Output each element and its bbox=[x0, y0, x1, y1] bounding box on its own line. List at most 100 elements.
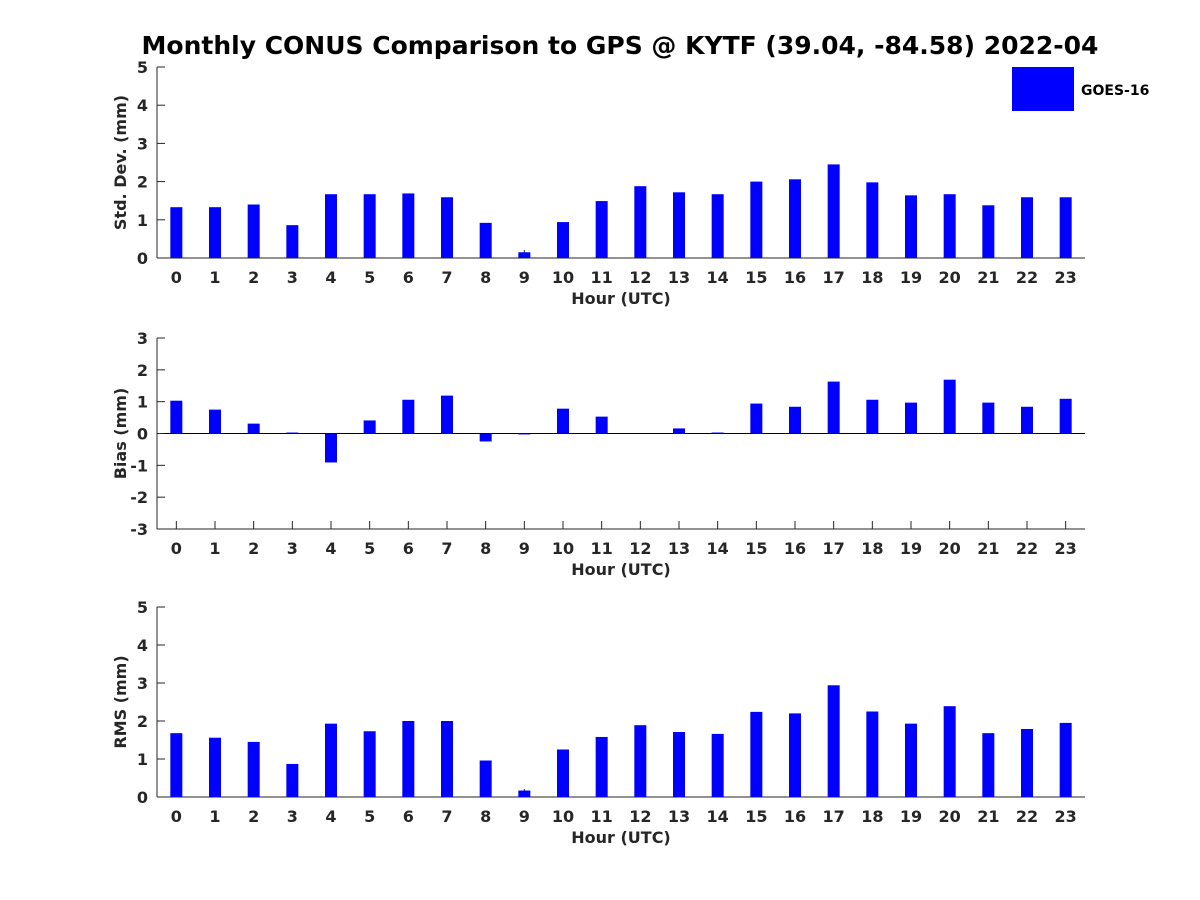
bar-hour-12 bbox=[634, 186, 647, 258]
y-tick-label: 3 bbox=[137, 329, 148, 348]
x-tick-label: 12 bbox=[629, 268, 651, 287]
bar-hour-9 bbox=[518, 790, 531, 797]
x-tick-label: 21 bbox=[977, 539, 999, 558]
x-tick-label: 4 bbox=[325, 807, 336, 826]
bar-hour-19 bbox=[905, 723, 917, 797]
x-tick-label: 8 bbox=[480, 807, 491, 826]
x-tick-label: 7 bbox=[441, 268, 452, 287]
x-tick-label: 6 bbox=[403, 539, 414, 558]
bar-hour-18 bbox=[866, 399, 879, 434]
bar-hour-14 bbox=[711, 733, 724, 797]
bar-hour-17 bbox=[827, 164, 840, 258]
bar-hour-1 bbox=[209, 207, 221, 258]
bar-hour-4 bbox=[325, 433, 337, 463]
bar-hour-0 bbox=[170, 207, 183, 258]
bar-hour-15 bbox=[750, 181, 763, 258]
x-tick-label: 2 bbox=[248, 539, 259, 558]
x-tick-label: 20 bbox=[939, 268, 961, 287]
bar-hour-1 bbox=[209, 409, 221, 434]
bar-hour-7 bbox=[441, 721, 453, 797]
x-tick-label: 1 bbox=[209, 268, 220, 287]
x-tick-label: 6 bbox=[403, 807, 414, 826]
x-tick-label: 22 bbox=[1016, 268, 1038, 287]
x-tick-label: 1 bbox=[209, 807, 220, 826]
y-axis-label: RMS (mm) bbox=[111, 655, 130, 748]
bar-hour-11 bbox=[595, 201, 608, 258]
x-tick-label: 3 bbox=[287, 268, 298, 287]
legend: GOES-16 bbox=[1012, 67, 1149, 111]
y-tick-label: 2 bbox=[137, 361, 148, 380]
x-tick-label: 12 bbox=[629, 539, 651, 558]
x-tick-label: 13 bbox=[668, 268, 690, 287]
bar-hour-3 bbox=[286, 432, 299, 434]
bar-hour-6 bbox=[402, 193, 415, 258]
bar-hour-19 bbox=[905, 402, 917, 434]
bar-hour-8 bbox=[479, 760, 492, 797]
x-tick-label: 23 bbox=[1055, 807, 1077, 826]
legend-swatch-goes-16 bbox=[1012, 67, 1074, 111]
x-tick-label: 14 bbox=[707, 807, 729, 826]
x-tick-label: 22 bbox=[1016, 807, 1038, 826]
y-tick-label: 0 bbox=[137, 788, 148, 807]
x-tick-label: 10 bbox=[552, 539, 574, 558]
x-tick-label: 7 bbox=[441, 807, 452, 826]
bar-hour-15 bbox=[750, 711, 763, 797]
x-tick-label: 19 bbox=[900, 268, 922, 287]
y-tick-label: 1 bbox=[137, 750, 148, 769]
bar-hour-22 bbox=[1021, 406, 1033, 434]
x-tick-label: 23 bbox=[1055, 268, 1077, 287]
bar-hour-22 bbox=[1021, 197, 1033, 258]
x-tick-label: 0 bbox=[171, 539, 182, 558]
x-tick-label: 9 bbox=[519, 539, 530, 558]
x-tick-label: 2 bbox=[248, 268, 259, 287]
bar-hour-0 bbox=[170, 733, 183, 797]
x-axis-label: Hour (UTC) bbox=[571, 289, 671, 308]
x-tick-label: 4 bbox=[325, 539, 336, 558]
bar-hour-9 bbox=[518, 252, 531, 258]
y-tick-label: -2 bbox=[130, 488, 148, 507]
x-tick-label: 8 bbox=[480, 539, 491, 558]
x-tick-label: 9 bbox=[519, 807, 530, 826]
y-axis-label: Bias (mm) bbox=[111, 388, 130, 480]
y-tick-label: 4 bbox=[137, 636, 148, 655]
x-tick-label: 16 bbox=[784, 539, 806, 558]
bar-hour-15 bbox=[750, 403, 763, 434]
x-tick-label: 7 bbox=[441, 539, 452, 558]
x-tick-label: 9 bbox=[519, 268, 530, 287]
bar-hour-10 bbox=[557, 408, 569, 434]
x-tick-label: 6 bbox=[403, 268, 414, 287]
bar-hour-9 bbox=[518, 433, 531, 435]
bar-hour-21 bbox=[982, 205, 995, 258]
x-axis-label: Hour (UTC) bbox=[571, 828, 671, 847]
bar-hour-7 bbox=[441, 395, 453, 434]
bar-hour-16 bbox=[789, 713, 801, 797]
x-tick-label: 14 bbox=[707, 539, 729, 558]
x-tick-label: 5 bbox=[364, 268, 375, 287]
bar-hour-14 bbox=[711, 194, 724, 258]
bar-hour-3 bbox=[286, 225, 299, 258]
x-tick-label: 20 bbox=[939, 539, 961, 558]
bar-hour-22 bbox=[1021, 728, 1033, 797]
x-tick-label: 17 bbox=[823, 807, 845, 826]
y-tick-label: 0 bbox=[137, 249, 148, 268]
x-tick-label: 12 bbox=[629, 807, 651, 826]
bar-hour-18 bbox=[866, 182, 879, 258]
bar-hour-5 bbox=[363, 731, 376, 797]
x-tick-label: 19 bbox=[900, 807, 922, 826]
x-tick-label: 11 bbox=[591, 539, 613, 558]
chart-title: Monthly CONUS Comparison to GPS @ KYTF (… bbox=[142, 31, 1099, 60]
bar-hour-3 bbox=[286, 763, 299, 797]
x-tick-label: 13 bbox=[668, 807, 690, 826]
x-tick-label: 2 bbox=[248, 807, 259, 826]
x-tick-label: 14 bbox=[707, 268, 729, 287]
bar-hour-4 bbox=[325, 723, 337, 797]
bar-hour-6 bbox=[402, 721, 415, 797]
x-tick-label: 16 bbox=[784, 268, 806, 287]
x-tick-label: 15 bbox=[745, 539, 767, 558]
y-tick-label: 5 bbox=[137, 598, 148, 617]
x-tick-label: 21 bbox=[977, 268, 999, 287]
